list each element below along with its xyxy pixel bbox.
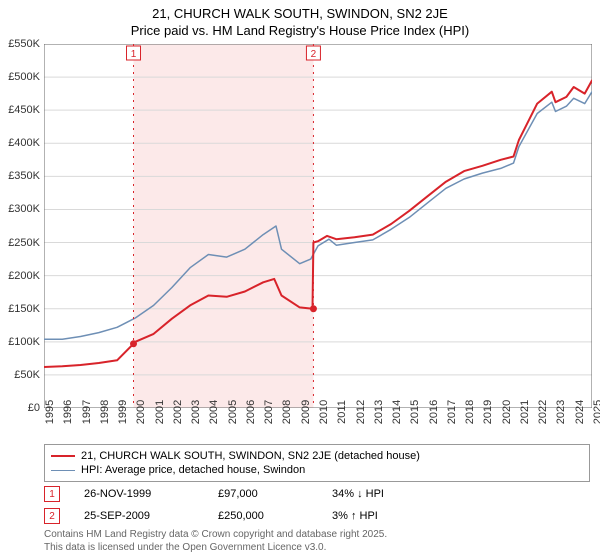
sale-marker-price: £250,000 — [218, 510, 308, 522]
x-axis-label: 2005 — [227, 400, 239, 424]
legend-swatch — [51, 470, 75, 471]
x-axis-label: 2022 — [537, 400, 549, 424]
legend-label: 21, CHURCH WALK SOUTH, SWINDON, SN2 2JE … — [81, 450, 420, 462]
x-axis-label: 2019 — [482, 400, 494, 424]
y-axis-label: £400K — [0, 137, 40, 149]
x-axis-label: 2021 — [519, 400, 531, 424]
sale-marker-row: 1 26-NOV-1999 £97,000 34% ↓ HPI — [44, 486, 384, 502]
x-axis-label: 2025 — [592, 400, 600, 424]
y-axis-label: £500K — [0, 71, 40, 83]
x-axis-label: 2000 — [135, 400, 147, 424]
x-axis-label: 2001 — [154, 400, 166, 424]
chart-title: 21, CHURCH WALK SOUTH, SWINDON, SN2 2JE … — [0, 0, 600, 40]
y-axis-label: £50K — [0, 369, 40, 381]
x-axis-label: 2023 — [555, 400, 567, 424]
sale-marker-row: 2 25-SEP-2009 £250,000 3% ↑ HPI — [44, 508, 378, 524]
x-axis-label: 2004 — [208, 400, 220, 424]
legend: 21, CHURCH WALK SOUTH, SWINDON, SN2 2JE … — [44, 444, 590, 482]
y-axis-label: £550K — [0, 38, 40, 50]
y-axis-label: £300K — [0, 203, 40, 215]
svg-text:1: 1 — [131, 49, 137, 60]
x-axis-label: 2009 — [300, 400, 312, 424]
legend-item: HPI: Average price, detached house, Swin… — [51, 463, 583, 477]
legend-swatch — [51, 455, 75, 457]
chart-svg: 12 — [44, 44, 592, 408]
x-axis-label: 2024 — [574, 400, 586, 424]
y-axis-label: £350K — [0, 170, 40, 182]
y-axis-label: £0 — [0, 402, 40, 414]
sale-marker-date: 26-NOV-1999 — [84, 488, 194, 500]
sale-marker-delta: 3% ↑ HPI — [332, 510, 378, 522]
x-axis-label: 2018 — [464, 400, 476, 424]
x-axis-label: 2002 — [172, 400, 184, 424]
footer-attribution: Contains HM Land Registry data © Crown c… — [44, 529, 387, 554]
x-axis-label: 2013 — [373, 400, 385, 424]
title-line1: 21, CHURCH WALK SOUTH, SWINDON, SN2 2JE — [0, 6, 600, 23]
x-axis-label: 2007 — [263, 400, 275, 424]
x-axis-label: 2003 — [190, 400, 202, 424]
y-axis-label: £450K — [0, 104, 40, 116]
title-line2: Price paid vs. HM Land Registry's House … — [0, 23, 600, 40]
x-axis-label: 2016 — [428, 400, 440, 424]
legend-item: 21, CHURCH WALK SOUTH, SWINDON, SN2 2JE … — [51, 449, 583, 463]
x-axis-label: 2006 — [245, 400, 257, 424]
footer-line1: Contains HM Land Registry data © Crown c… — [44, 529, 387, 542]
x-axis-label: 2015 — [409, 400, 421, 424]
x-axis-label: 2012 — [355, 400, 367, 424]
x-axis-label: 2011 — [336, 400, 348, 424]
y-axis-label: £250K — [0, 237, 40, 249]
x-axis-label: 1995 — [44, 400, 56, 424]
sale-marker-price: £97,000 — [218, 488, 308, 500]
y-axis-label: £150K — [0, 303, 40, 315]
chart-plot-area: 12 — [44, 44, 592, 408]
x-axis-label: 1997 — [81, 400, 93, 424]
x-axis-label: 2020 — [501, 400, 513, 424]
x-axis-label: 2010 — [318, 400, 330, 424]
sale-marker-date: 25-SEP-2009 — [84, 510, 194, 522]
sale-marker-delta: 34% ↓ HPI — [332, 488, 384, 500]
footer-line2: This data is licensed under the Open Gov… — [44, 542, 387, 555]
x-axis-label: 1999 — [117, 400, 129, 424]
x-axis-label: 2017 — [446, 400, 458, 424]
legend-label: HPI: Average price, detached house, Swin… — [81, 464, 305, 476]
x-axis-label: 1996 — [62, 400, 74, 424]
sale-marker-badge: 2 — [44, 508, 60, 524]
y-axis-label: £200K — [0, 270, 40, 282]
sale-marker-badge: 1 — [44, 486, 60, 502]
x-axis-label: 1998 — [99, 400, 111, 424]
x-axis-label: 2014 — [391, 400, 403, 424]
y-axis-label: £100K — [0, 336, 40, 348]
svg-text:2: 2 — [311, 49, 317, 60]
x-axis-label: 2008 — [281, 400, 293, 424]
